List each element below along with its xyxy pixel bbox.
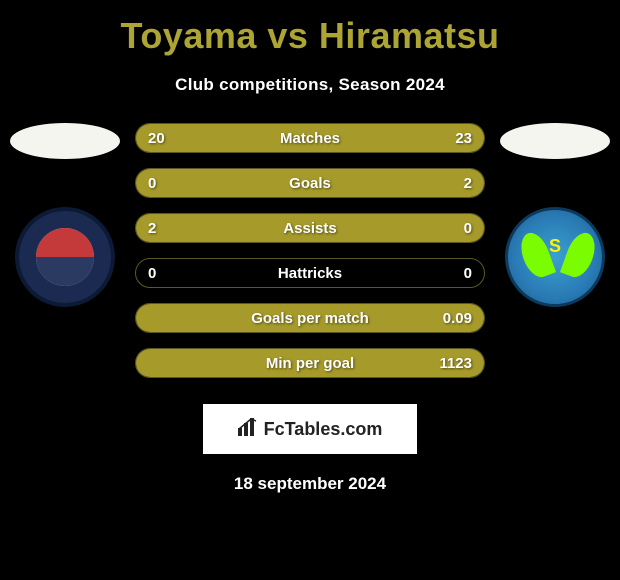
right-player-col: S	[495, 123, 615, 307]
stat-bar: 2 Assists 0	[135, 213, 485, 243]
stat-right-value: 1123	[439, 355, 472, 372]
stat-right-value: 23	[455, 130, 472, 147]
stat-left-value: 0	[148, 175, 156, 192]
stat-left-value: 0	[148, 265, 156, 282]
stat-left-value: 20	[148, 130, 165, 147]
stat-label: Hattricks	[278, 265, 342, 282]
stat-bar: Min per goal 1123	[135, 348, 485, 378]
stat-bar: 20 Matches 23	[135, 123, 485, 153]
badge-center-letter: S	[508, 236, 602, 257]
right-player-silhouette	[500, 123, 610, 159]
footer-date: 18 september 2024	[234, 474, 386, 494]
badge-inner-disc	[36, 228, 94, 286]
left-club-badge	[15, 207, 115, 307]
branding-box: FcTables.com	[203, 404, 417, 454]
left-player-silhouette	[10, 123, 120, 159]
page-title: Toyama vs Hiramatsu	[121, 15, 500, 57]
stats-column: 20 Matches 23 0 Goals 2 2 Assists 0 0 Hattricks 0 Go…	[135, 123, 485, 378]
stat-left-value: 2	[148, 220, 156, 237]
stat-right-value: 0	[464, 220, 472, 237]
stat-bar: 0 Hattricks 0	[135, 258, 485, 288]
stat-bar: 0 Goals 2	[135, 168, 485, 198]
stat-label: Matches	[280, 130, 340, 147]
stat-label: Goals per match	[251, 310, 369, 327]
stat-right-value: 2	[464, 175, 472, 192]
page-subtitle: Club competitions, Season 2024	[175, 75, 445, 95]
infographic-container: Toyama vs Hiramatsu Club competitions, S…	[0, 0, 620, 504]
left-player-col	[5, 123, 125, 307]
stat-bar: Goals per match 0.09	[135, 303, 485, 333]
stat-label: Assists	[283, 220, 336, 237]
chart-icon	[238, 418, 258, 441]
badge-top-half	[36, 228, 94, 257]
badge-bottom-half	[36, 257, 94, 286]
right-club-badge: S	[505, 207, 605, 307]
main-row: 20 Matches 23 0 Goals 2 2 Assists 0 0 Hattricks 0 Go…	[0, 123, 620, 378]
stat-right-value: 0	[464, 265, 472, 282]
stat-label: Goals	[289, 175, 331, 192]
branding-text: FcTables.com	[264, 419, 383, 440]
stat-label: Min per goal	[266, 355, 354, 372]
stat-right-value: 0.09	[443, 310, 472, 327]
